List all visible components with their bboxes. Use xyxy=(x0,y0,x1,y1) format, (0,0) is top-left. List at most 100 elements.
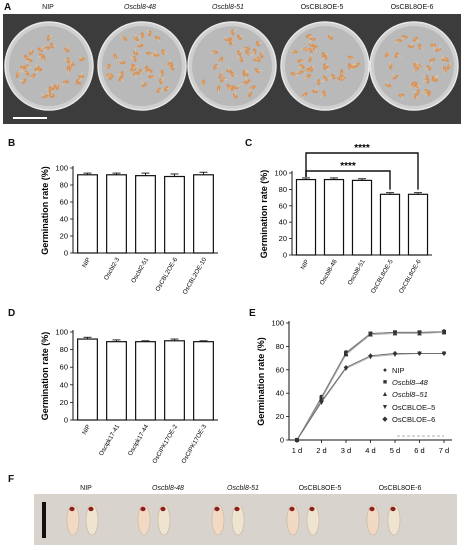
data-point xyxy=(319,398,324,404)
photo-a-label-oscbl8oe-6: OsCBL8OE-6 xyxy=(390,4,434,11)
y-tick-label: 60 xyxy=(60,363,68,372)
significance-bracket xyxy=(305,170,391,190)
y-tick-label: 20 xyxy=(60,398,68,407)
photo-f-label-oscbl8-48: Oscbl8-48 xyxy=(152,485,184,492)
panel-label-d: D xyxy=(8,308,16,319)
photo-a-label-oscbl8oe-5: OsCBL8OE-5 xyxy=(300,4,344,11)
bar xyxy=(407,193,429,256)
bar xyxy=(106,174,127,254)
panel-label-b: B xyxy=(8,138,16,149)
y-tick-label: 40 xyxy=(60,380,68,389)
y-tick-label: 0 xyxy=(64,416,68,425)
chart-c-germination: 0 20 40 60 80 100 Germination rate (%) NIP Oscbl… xyxy=(259,143,432,295)
x-tick-label: 4 d xyxy=(365,446,375,455)
y-tick-label: 0 xyxy=(280,436,284,445)
scale-bar xyxy=(42,502,46,538)
y-axis-title: Germination rate (%) xyxy=(259,170,269,259)
x-tick-label: Oscbl2-3 xyxy=(103,256,122,281)
y-tick-label: 0 xyxy=(64,249,68,258)
x-tick-label: OsCBL2OE-10 xyxy=(182,256,209,296)
x-tick-label: 5 d xyxy=(390,446,400,455)
seed-7 xyxy=(286,504,300,536)
data-point xyxy=(294,437,300,443)
data-point xyxy=(392,350,398,356)
seed-3 xyxy=(137,504,151,536)
bar xyxy=(193,174,214,254)
y-tick-label: 40 xyxy=(60,215,68,224)
data-point xyxy=(441,329,447,335)
legend-marker-diamond-icon: ◆ xyxy=(382,415,388,423)
bar xyxy=(77,174,98,254)
seed-1 xyxy=(66,504,80,536)
legend-entry-oscbl8-48: ■ Oscbl8–48 xyxy=(378,377,435,389)
x-tick-label: OsCIPK17OE-3 xyxy=(180,423,208,465)
x-tick-label: NIP xyxy=(81,424,92,436)
photo-a-label-oscbl8-48: Oscbl8-48 xyxy=(124,4,156,11)
photo-f-label-oscbl8oe-6: OsCBL8OE-6 xyxy=(378,485,422,492)
seed-8 xyxy=(306,504,320,536)
x-tick-label: 7 d xyxy=(439,446,449,455)
y-tick-label: 0 xyxy=(283,251,287,260)
panel-label-f: F xyxy=(8,474,15,485)
photo-a-label-oscbl8-51: Oscbl8-51 xyxy=(212,4,244,11)
y-tick-label: 80 xyxy=(279,185,287,194)
legend-entry-nip: ● NIP xyxy=(378,365,435,377)
y-tick-label: 60 xyxy=(279,201,287,210)
y-tick-label: 100 xyxy=(55,328,68,337)
legend-marker-square-icon: ■ xyxy=(382,379,388,387)
y-tick-label: 60 xyxy=(60,198,68,207)
y-tick-label: 100 xyxy=(55,164,68,173)
seed-10 xyxy=(387,504,401,536)
photo-f-label-oscbl8-51: Oscbl8-51 xyxy=(227,485,259,492)
y-tick-label: 80 xyxy=(276,342,284,351)
chart-e-legend: ● NIP ■ Oscbl8–48 ▲ Oscbl8–51 ▼ OsCBLOE–5 ◆ O… xyxy=(378,365,436,426)
legend-entry-oscbl8-51: ▲ Oscbl8–51 xyxy=(378,389,435,401)
significance-bracket xyxy=(305,152,419,190)
bar xyxy=(106,341,127,421)
x-tick-label: 1 d xyxy=(292,446,302,455)
seed-6 xyxy=(231,504,245,536)
data-point xyxy=(368,353,373,359)
x-tick-label: Oscipk17-41 xyxy=(98,423,122,457)
legend-marker-triangle-down-icon: ▼ xyxy=(381,403,389,411)
x-tick-label: OsCBL2OE-6 xyxy=(154,256,179,293)
x-tick-label: Oscbl8-51 xyxy=(347,258,367,286)
x-tick-label: Oscipk17-44 xyxy=(127,423,151,457)
significance-label: **** xyxy=(340,161,356,172)
panel-label-e: E xyxy=(249,308,256,319)
legend-marker-circle-icon: ● xyxy=(382,367,388,374)
y-tick-label: 20 xyxy=(276,412,284,421)
x-tick-label: 2 d xyxy=(316,446,326,455)
bar xyxy=(135,341,156,421)
bar xyxy=(193,341,214,421)
bar xyxy=(135,175,156,254)
y-tick-label: 20 xyxy=(60,232,68,241)
bar xyxy=(351,179,373,256)
photo-f-label-oscbl8oe-5: OsCBL8OE-5 xyxy=(298,485,342,492)
data-point xyxy=(343,364,349,370)
data-point xyxy=(368,332,373,337)
data-point xyxy=(417,350,422,356)
data-point xyxy=(441,350,447,356)
x-tick-label: Oscbl2-51 xyxy=(130,256,150,284)
x-tick-label: NIP xyxy=(81,257,92,269)
x-tick-label: OsCBL8OE-5 xyxy=(370,258,395,295)
y-axis-title: Germination rate (%) xyxy=(256,337,266,426)
seed-9 xyxy=(366,504,380,536)
bar xyxy=(379,193,401,256)
x-tick-label: OsCBL8OE-6 xyxy=(398,258,423,295)
bar xyxy=(295,178,317,256)
y-tick-label: 60 xyxy=(276,365,284,374)
y-tick-label: 20 xyxy=(279,234,287,243)
chart-b-germination: 0 20 40 60 80 100 Germination rate (%) NIP Oscbl… xyxy=(40,164,218,296)
seed-photo xyxy=(34,494,457,545)
y-tick-label: 80 xyxy=(60,181,68,190)
panel-label-c: C xyxy=(245,138,253,149)
chart-e-germination-time-course: 0 20 40 60 80 100 Germination rate (%) 1 d 2 d 3 … xyxy=(256,319,452,455)
significance-label: **** xyxy=(354,143,370,154)
x-tick-label: 3 d xyxy=(341,446,351,455)
data-point xyxy=(343,352,349,357)
legend-entry-oscbloe-5: ▼ OsCBLOE–5 xyxy=(378,402,436,414)
panel-label-a: A xyxy=(4,2,12,13)
y-axis-title: Germination rate (%) xyxy=(40,166,50,255)
